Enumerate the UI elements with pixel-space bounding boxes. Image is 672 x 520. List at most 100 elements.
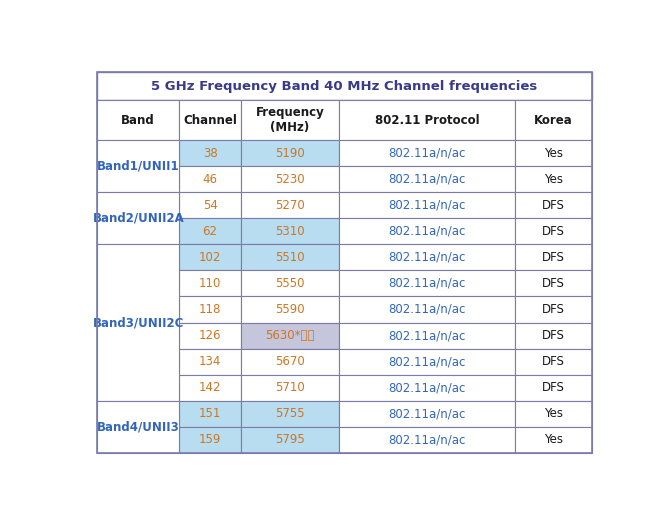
Bar — [179, 192, 241, 218]
Text: Band3/UNII2C: Band3/UNII2C — [93, 316, 184, 329]
Bar — [515, 401, 592, 427]
Bar — [179, 218, 241, 244]
Text: Band2/UNII2A: Band2/UNII2A — [92, 212, 184, 225]
Text: 102: 102 — [199, 251, 221, 264]
Bar — [97, 401, 179, 453]
Text: 151: 151 — [199, 407, 221, 420]
Bar — [515, 100, 592, 140]
Bar — [179, 140, 241, 166]
Bar — [97, 100, 179, 140]
Bar — [515, 244, 592, 270]
Text: 5510: 5510 — [275, 251, 304, 264]
Bar — [241, 427, 339, 453]
Bar — [515, 270, 592, 296]
Bar — [339, 244, 515, 270]
Text: 802.11a/n/ac: 802.11a/n/ac — [388, 329, 466, 342]
Text: 802.11a/n/ac: 802.11a/n/ac — [388, 173, 466, 186]
Bar — [515, 322, 592, 348]
Text: 5755: 5755 — [275, 407, 304, 420]
Text: 5670: 5670 — [275, 355, 304, 368]
Text: 46: 46 — [202, 173, 218, 186]
Bar — [339, 140, 515, 166]
Text: 802.11a/n/ac: 802.11a/n/ac — [388, 225, 466, 238]
Bar — [339, 166, 515, 192]
Bar — [241, 296, 339, 322]
Text: 5590: 5590 — [275, 303, 304, 316]
Text: 802.11a/n/ac: 802.11a/n/ac — [388, 251, 466, 264]
Bar — [241, 166, 339, 192]
Bar — [241, 140, 339, 166]
Bar — [241, 348, 339, 374]
Bar — [241, 322, 339, 348]
Text: 5795: 5795 — [275, 433, 304, 446]
Bar — [515, 427, 592, 453]
Text: 126: 126 — [199, 329, 221, 342]
Text: 38: 38 — [203, 147, 218, 160]
Text: DFS: DFS — [542, 355, 564, 368]
Text: 142: 142 — [199, 381, 221, 394]
Bar — [515, 140, 592, 166]
Bar — [241, 218, 339, 244]
Text: DFS: DFS — [542, 251, 564, 264]
Text: 54: 54 — [203, 199, 218, 212]
Bar — [179, 322, 241, 348]
Bar — [97, 244, 179, 401]
Text: 5 GHz Frequency Band 40 MHz Channel frequencies: 5 GHz Frequency Band 40 MHz Channel freq… — [151, 80, 538, 93]
Text: 802.11a/n/ac: 802.11a/n/ac — [388, 277, 466, 290]
Text: DFS: DFS — [542, 381, 564, 394]
Text: Band4/UNII3: Band4/UNII3 — [97, 420, 179, 433]
Text: 802.11 Protocol: 802.11 Protocol — [374, 114, 479, 127]
Bar — [515, 348, 592, 374]
Text: Frequency
(MHz): Frequency (MHz) — [255, 106, 325, 134]
Text: 802.11a/n/ac: 802.11a/n/ac — [388, 407, 466, 420]
Bar — [241, 374, 339, 401]
Bar — [179, 244, 241, 270]
Bar — [241, 270, 339, 296]
Bar — [339, 100, 515, 140]
Bar — [339, 401, 515, 427]
Text: 5710: 5710 — [275, 381, 304, 394]
Bar — [339, 322, 515, 348]
Bar — [179, 166, 241, 192]
Text: 5550: 5550 — [275, 277, 304, 290]
Bar — [241, 192, 339, 218]
Bar — [515, 296, 592, 322]
Text: 118: 118 — [199, 303, 221, 316]
Text: 5190: 5190 — [275, 147, 304, 160]
Text: 802.11a/n/ac: 802.11a/n/ac — [388, 147, 466, 160]
Text: 5630*气象: 5630*气象 — [265, 329, 314, 342]
Text: 802.11a/n/ac: 802.11a/n/ac — [388, 433, 466, 446]
Bar — [179, 374, 241, 401]
Text: Yes: Yes — [544, 433, 562, 446]
Text: DFS: DFS — [542, 225, 564, 238]
Text: 5310: 5310 — [275, 225, 304, 238]
Bar — [339, 348, 515, 374]
Bar — [339, 270, 515, 296]
Bar — [339, 374, 515, 401]
Text: 134: 134 — [199, 355, 221, 368]
Text: 802.11a/n/ac: 802.11a/n/ac — [388, 381, 466, 394]
Text: Band: Band — [122, 114, 155, 127]
Bar — [515, 218, 592, 244]
Bar — [515, 192, 592, 218]
Text: 5230: 5230 — [275, 173, 304, 186]
Bar — [179, 270, 241, 296]
Text: 802.11a/n/ac: 802.11a/n/ac — [388, 355, 466, 368]
Bar — [515, 166, 592, 192]
Text: Korea: Korea — [534, 114, 573, 127]
Text: 110: 110 — [199, 277, 221, 290]
Bar — [97, 140, 179, 192]
Text: Yes: Yes — [544, 173, 562, 186]
Bar — [339, 192, 515, 218]
Bar — [179, 296, 241, 322]
Text: Yes: Yes — [544, 147, 562, 160]
Bar — [241, 244, 339, 270]
Text: DFS: DFS — [542, 199, 564, 212]
Text: 5270: 5270 — [275, 199, 304, 212]
Bar — [179, 427, 241, 453]
Bar — [241, 100, 339, 140]
Bar — [515, 374, 592, 401]
Text: DFS: DFS — [542, 329, 564, 342]
Text: Band1/UNII1: Band1/UNII1 — [97, 160, 179, 173]
Text: 802.11a/n/ac: 802.11a/n/ac — [388, 199, 466, 212]
